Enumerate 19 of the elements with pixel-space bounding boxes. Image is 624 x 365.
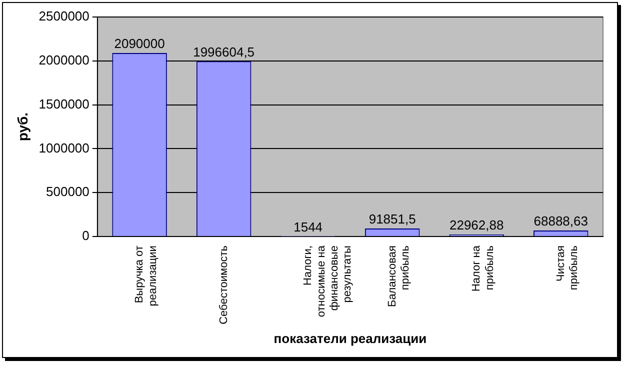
y-axis-title: руб.: [14, 112, 30, 142]
data-label: 68888,63: [534, 214, 588, 229]
x-tick-label: Себестоимость: [218, 245, 230, 324]
data-label: 91851,5: [368, 212, 416, 227]
x-tick-label: Налоги, относимые на финансовые результаты: [302, 244, 354, 318]
data-label: 1996604,5: [193, 44, 255, 60]
x-tick-label: Чистая прибыль: [554, 245, 580, 290]
x-axis-title: показатели реализации: [274, 330, 427, 346]
y-tick-label: 1000000: [38, 140, 90, 156]
x-tick-label: Налог на прибыль: [470, 244, 496, 292]
data-label: 2090000: [114, 36, 165, 52]
y-tick-label: 2500000: [38, 8, 90, 24]
y-tick-label: 0: [82, 228, 90, 244]
data-label: 1544: [294, 219, 323, 234]
y-tick-label: 1500000: [38, 96, 90, 112]
data-label: 22962,88: [449, 218, 504, 233]
y-tick-label: 500000: [46, 184, 90, 200]
x-tick-label: Выручка от реализации: [134, 246, 159, 306]
y-tick-label: 2000000: [38, 52, 90, 68]
